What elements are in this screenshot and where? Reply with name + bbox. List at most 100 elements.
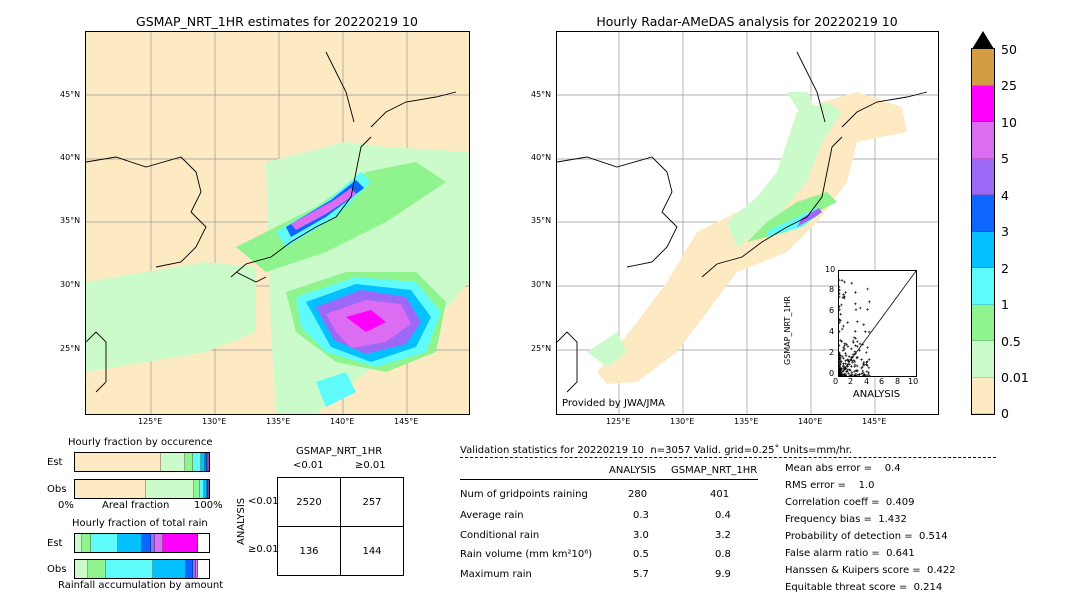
colorbar: [971, 48, 995, 415]
scatter-point: [854, 336, 858, 340]
scatter-point: [837, 352, 841, 355]
scatter-point: [853, 363, 857, 367]
scatter-point: [858, 349, 861, 352]
scatter-point: [843, 347, 846, 351]
contingency-col-lt: <0.01: [293, 460, 324, 471]
validation-rule: [460, 479, 758, 480]
fraction-segment: [186, 560, 193, 578]
scatter-ytick-8: 8: [829, 285, 835, 294]
scatter-xtick-2: 2: [848, 377, 854, 386]
score: False alarm ratio = 0.641: [785, 548, 915, 559]
stat-gsmap: 401: [710, 489, 730, 500]
right-coastline: [557, 51, 928, 393]
scatter-point: [846, 363, 849, 367]
fraction-segment: [145, 480, 194, 498]
right-lat-40: 40°N: [531, 153, 552, 162]
right-lon-135: 135°E: [734, 417, 759, 426]
colorbar-label-10: 10: [1001, 115, 1017, 130]
scatter-point: [850, 359, 854, 362]
scatter-point: [862, 362, 865, 366]
stat-analysis: 0.5: [633, 549, 649, 560]
scatter-point: [850, 347, 853, 351]
colorbar-label-25: 25: [1001, 78, 1017, 93]
contingency-cell: 2520: [277, 477, 341, 527]
scatter-point: [866, 308, 869, 311]
colorbar-segment: [972, 377, 994, 414]
scatter-point: [837, 285, 841, 289]
scatter-point: [837, 330, 841, 334]
scatter-point: [850, 364, 853, 368]
scatter-point: [851, 353, 855, 356]
right-lat-45: 45°N: [531, 90, 552, 99]
scatter-point: [839, 312, 843, 316]
scatter-point: [844, 359, 848, 362]
fraction-segment: [155, 534, 164, 552]
contingency-table: 2520 257 136 144: [277, 477, 404, 576]
scatter-point: [854, 302, 857, 306]
scatter-point: [843, 344, 846, 347]
scatter-point: [837, 295, 841, 299]
fraction-segment: [163, 534, 199, 552]
scatter-point: [860, 358, 863, 362]
scatter-point: [842, 362, 845, 366]
score: Correlation coeff = 0.409: [785, 497, 915, 508]
colorbar-segment: [972, 195, 994, 232]
left-lon-145: 145°E: [394, 417, 419, 426]
score: Hanssen & Kuipers score = 0.422: [785, 565, 956, 576]
left-map-svg: [86, 32, 469, 414]
scatter-point: [837, 292, 841, 295]
scatter-point: [862, 323, 866, 327]
scatter-ytick-0: 0: [829, 369, 835, 378]
scatter-point: [844, 291, 847, 294]
left-lat-30: 30°N: [60, 280, 81, 289]
left-lon-135: 135°E: [266, 417, 291, 426]
scatter-point: [855, 356, 859, 360]
scatter-point: [843, 280, 846, 284]
scatter-point: [841, 365, 845, 368]
scatter-point: [847, 372, 850, 375]
scatter-point: [854, 308, 858, 312]
right-lat-25: 25°N: [531, 344, 552, 353]
occurrence-est-label: Est: [47, 457, 63, 468]
fraction-segment: [195, 560, 199, 578]
total-rain-obs-label: Obs: [47, 564, 67, 575]
scatter-point: [838, 321, 841, 324]
fraction-segment: [160, 453, 185, 471]
contingency-row-title: ANALYSIS: [236, 497, 247, 545]
scatter-point: [846, 368, 850, 372]
scatter-point: [842, 346, 845, 349]
right-lat-35: 35°N: [531, 216, 552, 225]
scatter-point: [837, 367, 841, 371]
scatter-point: [855, 344, 859, 348]
scatter-point: [866, 373, 870, 377]
occurrence-axis-left: 0%: [58, 500, 74, 511]
scatter-point: [863, 330, 867, 333]
scatter-point: [853, 360, 857, 364]
scatter-point: [838, 357, 841, 361]
scatter-point: [850, 281, 854, 285]
total-rain-est-bar: [74, 533, 210, 553]
scatter-point: [858, 342, 862, 346]
validation-col-analysis: ANALYSIS: [609, 465, 657, 476]
fraction-segment: [141, 534, 152, 552]
scatter-ytick-6: 6: [829, 306, 835, 315]
scatter-point: [837, 370, 841, 374]
colorbar-segment: [972, 341, 994, 378]
stat-analysis: 3.0: [633, 530, 649, 541]
scatter-point: [840, 355, 844, 358]
scatter-point: [848, 363, 851, 366]
scatter-point: [853, 329, 857, 333]
scatter-point: [841, 369, 845, 373]
scatter-xlabel: ANALYSIS: [852, 389, 901, 400]
stat-gsmap: 9.9: [715, 569, 731, 580]
fraction-segment: [75, 560, 89, 578]
scatter-point: [846, 358, 850, 362]
data-credit: Provided by JWA/JMA: [562, 398, 665, 409]
fraction-segment: [208, 480, 209, 498]
scatter-point: [861, 371, 865, 375]
colorbar-segment: [972, 122, 994, 159]
scatter-point: [842, 324, 845, 328]
colorbar-label-3: 3: [1001, 224, 1009, 239]
scatter-point: [840, 372, 844, 376]
occurrence-axis-right: 100%: [194, 500, 223, 511]
